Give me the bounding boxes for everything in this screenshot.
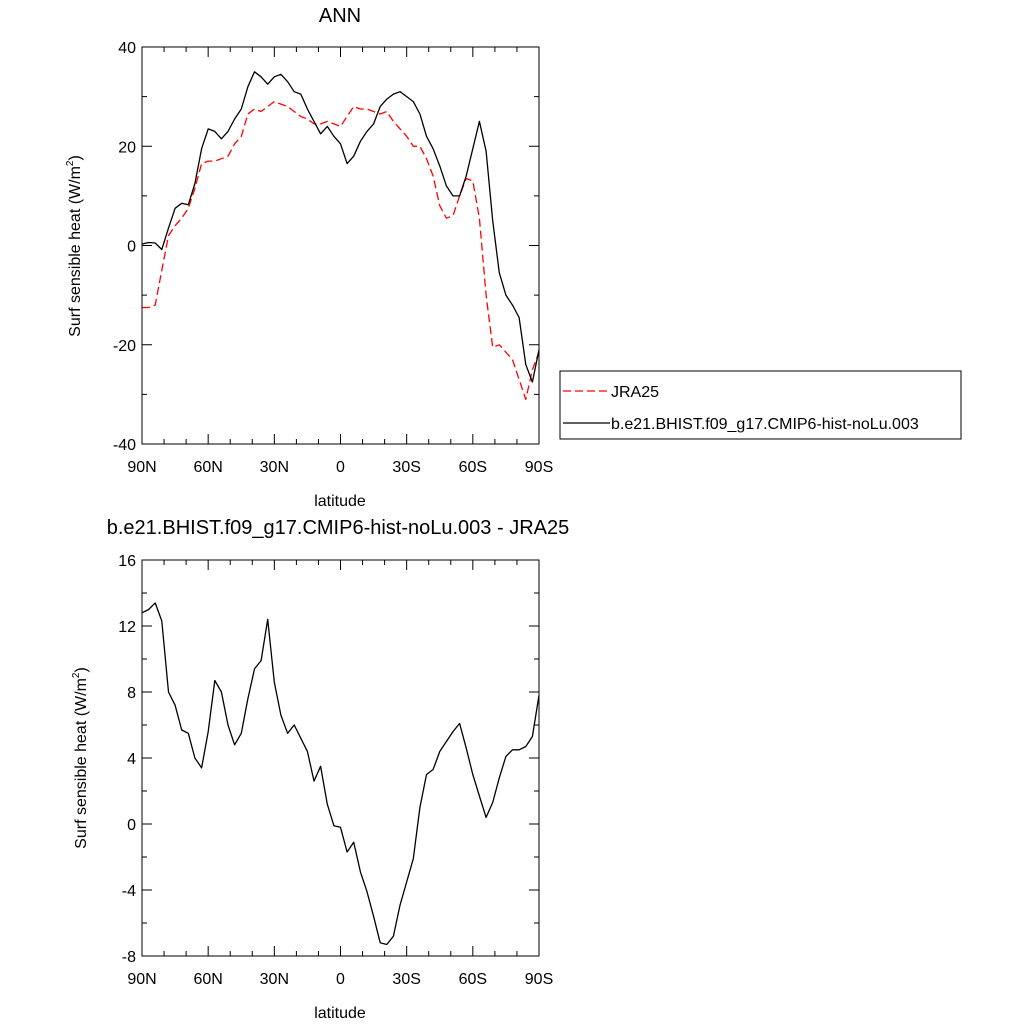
bottom-chart-y-tick-labels: 16 12 8 4 0 -4 -8 <box>118 553 136 966</box>
top-chart-x-axis-title: latitude <box>314 493 366 510</box>
legend-label-jra25: JRA25 <box>611 384 659 401</box>
y-tick-label: 16 <box>118 553 136 570</box>
x-tick-label: 0 <box>336 459 345 476</box>
y-tick-label: 0 <box>127 817 136 834</box>
x-tick-label: 30N <box>260 459 289 476</box>
y-tick-label: -8 <box>122 949 136 966</box>
top-chart-title: ANN <box>319 5 361 27</box>
x-tick-label: 90N <box>127 459 156 476</box>
bottom-chart-x-axis-title: latitude <box>314 1005 366 1022</box>
y-tick-label: 8 <box>127 685 136 702</box>
y-tick-label: 12 <box>118 619 136 636</box>
y-tick-label: 0 <box>127 239 136 256</box>
x-tick-label: 60S <box>459 971 487 988</box>
x-tick-label: 90N <box>127 971 156 988</box>
x-tick-label: 30N <box>260 971 289 988</box>
bottom-chart-lines <box>141 602 540 946</box>
x-tick-label: 90S <box>525 459 553 476</box>
x-tick-label: 30S <box>392 459 420 476</box>
series-line-jra25 <box>142 100 540 400</box>
y-tick-label: 4 <box>127 751 136 768</box>
bottom-chart-ticks <box>141 559 540 957</box>
x-tick-label: 30S <box>392 971 420 988</box>
top-chart-y-axis-title: Surf sensible heat (W/m2) <box>65 155 84 337</box>
bottom-chart-y-axis-title: Surf sensible heat (W/m2) <box>71 667 90 849</box>
top-chart-frame <box>141 46 540 445</box>
bottom-chart-panel: b.e21.BHIST.f09_g17.CMIP6-hist-noLu.003 … <box>71 517 569 1022</box>
y-tick-label: 20 <box>118 139 136 156</box>
y-tick-label: -40 <box>113 437 136 454</box>
bottom-chart-frame <box>141 559 540 957</box>
series-line-difference <box>141 602 540 946</box>
x-tick-label: 0 <box>336 971 345 988</box>
y-tick-label: -4 <box>122 883 136 900</box>
bottom-chart-x-tick-labels: 90N 60N 30N 0 30S 60S 90S <box>127 971 553 988</box>
legend-label-model: b.e21.BHIST.f09_g17.CMIP6-hist-noLu.003 <box>611 416 919 433</box>
bottom-chart-title: b.e21.BHIST.f09_g17.CMIP6-hist-noLu.003 … <box>107 517 569 539</box>
top-chart-y-tick-labels: 40 20 0 -20 -40 <box>113 40 136 454</box>
y-tick-label: -20 <box>113 338 136 355</box>
top-chart-panel: ANN 90N 60N 30N 0 30S 60S 90S 40 20 0 -20 -40 lati… <box>65 5 553 510</box>
top-chart-ticks <box>141 46 540 445</box>
legend-box <box>559 370 962 440</box>
series-line-model <box>141 71 540 383</box>
y-tick-label: 40 <box>118 40 136 57</box>
x-tick-label: 60N <box>193 971 222 988</box>
top-chart-x-tick-labels: 90N 60N 30N 0 30S 60S 90S <box>127 459 553 476</box>
top-chart-lines <box>141 71 540 400</box>
top-chart-legend: JRA25 b.e21.BHIST.f09_g17.CMIP6-hist-noL… <box>559 370 962 440</box>
x-tick-label: 60S <box>459 459 487 476</box>
x-tick-label: 60N <box>193 459 222 476</box>
x-tick-label: 90S <box>525 971 553 988</box>
